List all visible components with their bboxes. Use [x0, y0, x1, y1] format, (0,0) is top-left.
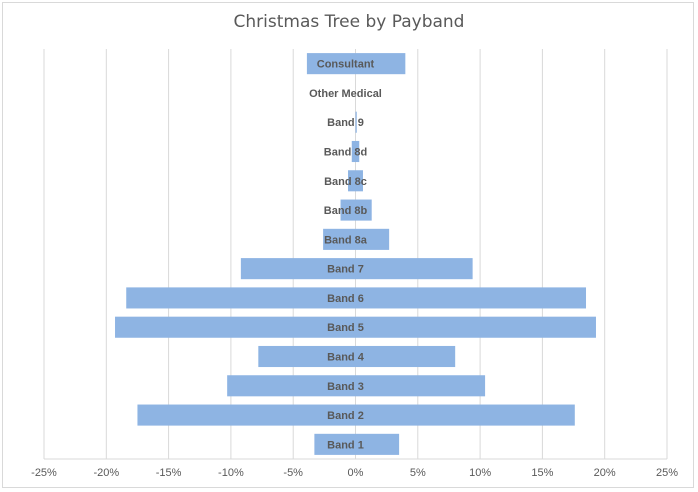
bar-consultant-s0	[306, 53, 356, 75]
x-tick-label: 15%	[531, 467, 553, 479]
bar-band-5-s0	[115, 316, 356, 338]
bar-band-1-s0	[314, 433, 356, 455]
x-tick-label: 10%	[469, 467, 491, 479]
bar-band-6-s1	[355, 287, 587, 309]
bar-band-2-s0	[137, 404, 356, 426]
x-tick-label: -10%	[218, 467, 244, 479]
x-tick-label: 0%	[348, 467, 364, 479]
bar-band-6-s0	[126, 287, 356, 309]
category-label: Band 7	[327, 264, 364, 276]
bar-band-1-s1	[355, 433, 400, 455]
x-tick-label: -5%	[283, 467, 303, 479]
category-label: Band 9	[327, 117, 364, 129]
bar-band-4-s0	[258, 345, 356, 368]
bar-consultant-s1	[355, 53, 406, 75]
x-tick-label: 25%	[656, 467, 678, 479]
x-tick-label: -25%	[31, 467, 57, 479]
category-label: Band 3	[327, 381, 364, 393]
bar-band-7-s1	[355, 258, 473, 280]
category-label: Band 6	[327, 293, 364, 305]
bar-band-8b-s0	[340, 199, 356, 221]
category-label: Band 8a	[324, 234, 368, 246]
bar-band-3-s1	[355, 375, 486, 397]
bar-band-8d-s1	[355, 140, 360, 163]
category-label: Other Medical	[309, 88, 382, 100]
category-label: Band 5	[327, 322, 364, 334]
bar-band-4-s1	[355, 345, 456, 368]
bar-band-8a-s0	[323, 228, 356, 250]
chart-title: Christmas Tree by Payband	[233, 12, 465, 32]
category-label: Band 2	[327, 410, 364, 422]
bar-band-3-s0	[227, 375, 356, 397]
category-label: Band 8c	[324, 176, 367, 188]
gridlines	[43, 49, 668, 460]
bar-band-8c-s0	[348, 170, 356, 192]
bar-band-8d-s0	[351, 140, 356, 163]
bar-band-8c-s1	[355, 170, 363, 192]
category-labels: Band 1 Band 2 Band 3 Band 4 Band 5 Band 6 Band…	[309, 59, 382, 452]
x-tick-label: 20%	[594, 467, 616, 479]
x-tick-label: -20%	[93, 467, 119, 479]
bar-band-8a-s1	[355, 228, 390, 250]
bar-band-7-s0	[240, 258, 356, 280]
bars	[115, 53, 596, 455]
bar-band-2-s1	[355, 404, 575, 426]
category-label: Band 8d	[324, 147, 367, 159]
bar-band-8b-s1	[355, 199, 372, 221]
category-label: Band 4	[327, 352, 365, 364]
x-tick-label: -15%	[156, 467, 182, 479]
category-label: Consultant	[317, 59, 375, 71]
bar-band-5-s1	[355, 316, 596, 338]
x-tick-labels: -25% -20% -15% -10% -5% 0% 5% 10% 15% 20% 25%	[31, 467, 678, 479]
x-tick-label: 5%	[410, 467, 426, 479]
bar-band-9-s1	[355, 111, 357, 133]
category-label: Band 8b	[324, 205, 368, 217]
category-label: Band 1	[327, 439, 364, 451]
